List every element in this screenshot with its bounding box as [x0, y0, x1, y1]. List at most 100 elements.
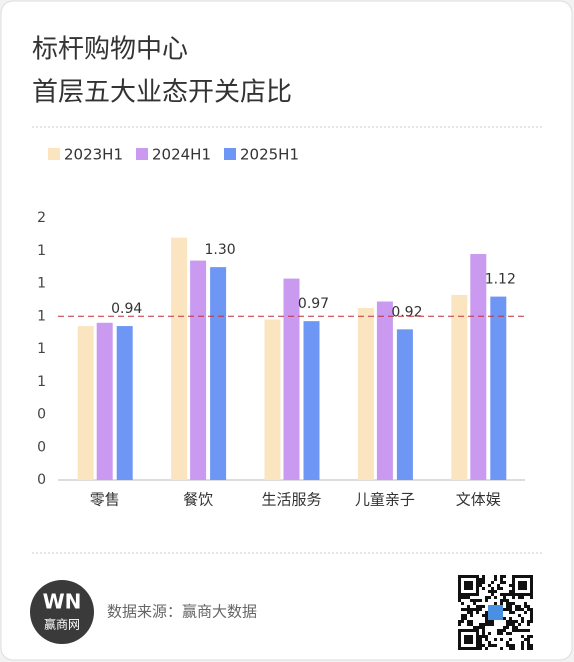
qr-cell	[503, 593, 506, 596]
qr-cell	[470, 599, 473, 602]
y-tick-label: 0	[37, 472, 46, 488]
qr-cell	[512, 626, 515, 629]
qr-cell	[461, 614, 464, 617]
qr-cell	[479, 638, 482, 641]
qr-cell	[497, 587, 500, 590]
bar	[190, 260, 207, 480]
qr-cell	[509, 617, 512, 620]
legend-label: 2025H1	[240, 146, 299, 164]
qr-cell	[482, 644, 485, 647]
qr-cell	[482, 635, 485, 638]
qr-cell	[461, 617, 464, 620]
qr-cell	[488, 620, 491, 623]
qr-cell	[485, 623, 488, 626]
qr-cell	[479, 641, 482, 644]
qr-cell	[497, 632, 500, 635]
qr-cell	[458, 599, 461, 602]
bar	[357, 308, 374, 480]
qr-cell	[509, 611, 512, 614]
qr-cell	[497, 629, 500, 632]
logo-text: 赢商网	[44, 617, 80, 632]
qr-cell	[476, 599, 479, 602]
qr-cell	[509, 584, 512, 587]
bar	[451, 294, 468, 480]
qr-cell	[464, 614, 467, 617]
value-label: 1.30	[205, 242, 236, 258]
value-label: 0.97	[298, 296, 329, 312]
qr-code	[456, 573, 536, 653]
y-tick-label: 1	[37, 276, 46, 292]
qr-cell	[488, 641, 491, 644]
qr-cell	[470, 623, 473, 626]
qr-cell	[482, 581, 485, 584]
qr-cell	[503, 629, 506, 632]
qr-cell	[479, 644, 482, 647]
plot: 0 0 0 1 1 1 1 1 2 2023H1 2024H1 2025H1 零售 0.94 餐饮 1.30 生…	[37, 146, 525, 509]
qr-cell	[485, 638, 488, 641]
qr-cell	[509, 632, 512, 635]
qr-cell	[479, 599, 482, 602]
qr-cell	[503, 596, 506, 599]
qr-cell	[491, 581, 494, 584]
qr-cell	[512, 620, 515, 623]
bar	[396, 329, 413, 480]
qr-cell	[527, 608, 530, 611]
logo: WN 赢商网	[30, 580, 94, 644]
qr-cell	[458, 620, 461, 623]
qr-finder	[458, 575, 479, 596]
x-tick-label: 餐饮	[183, 491, 213, 509]
qr-cell	[494, 596, 497, 599]
qr-cell	[521, 608, 524, 611]
qr-cell	[470, 608, 473, 611]
x-tick-label: 儿童亲子	[355, 491, 415, 509]
qr-cell	[482, 587, 485, 590]
qr-cell	[473, 599, 476, 602]
qr-finder	[512, 575, 533, 596]
qr-cell	[485, 647, 488, 650]
qr-cell	[494, 644, 497, 647]
qr-cell	[509, 602, 512, 605]
qr-finder	[458, 629, 479, 650]
qr-cell	[500, 638, 503, 641]
qr-cell	[485, 596, 488, 599]
qr-cell	[479, 623, 482, 626]
qr-cell	[527, 605, 530, 608]
qr-cell	[485, 611, 488, 614]
y-tick-label: 1	[37, 308, 46, 324]
y-tick-label: 0	[37, 439, 46, 455]
qr-cell	[500, 578, 503, 581]
qr-cell	[530, 614, 533, 617]
qr-cell	[491, 623, 494, 626]
qr-cell	[518, 623, 521, 626]
legend-swatch	[224, 148, 236, 160]
qr-cell	[521, 641, 524, 644]
qr-cell	[509, 638, 512, 641]
qr-cell	[506, 599, 509, 602]
qr-cell	[506, 644, 509, 647]
bar	[116, 326, 133, 480]
qr-cell	[473, 626, 476, 629]
qr-cell	[500, 647, 503, 650]
qr-cell	[527, 629, 530, 632]
bar	[470, 254, 487, 480]
qr-cell	[518, 596, 521, 599]
qr-cell	[500, 629, 503, 632]
qr-cell	[482, 629, 485, 632]
qr-cell	[521, 596, 524, 599]
qr-finder	[518, 581, 527, 590]
qr-cell	[488, 623, 491, 626]
x-tick-label: 零售	[90, 491, 120, 509]
qr-cell	[503, 608, 506, 611]
qr-cell	[470, 611, 473, 614]
qr-cell	[500, 587, 503, 590]
qr-cell	[485, 614, 488, 617]
qr-cell	[506, 632, 509, 635]
qr-cell	[473, 602, 476, 605]
qr-cell	[479, 647, 482, 650]
qr-cell	[527, 623, 530, 626]
qr-cell	[479, 626, 482, 629]
qr-cell	[500, 632, 503, 635]
qr-cell	[500, 581, 503, 584]
y-tick-label: 1	[37, 374, 46, 390]
qr-cell	[482, 575, 485, 578]
